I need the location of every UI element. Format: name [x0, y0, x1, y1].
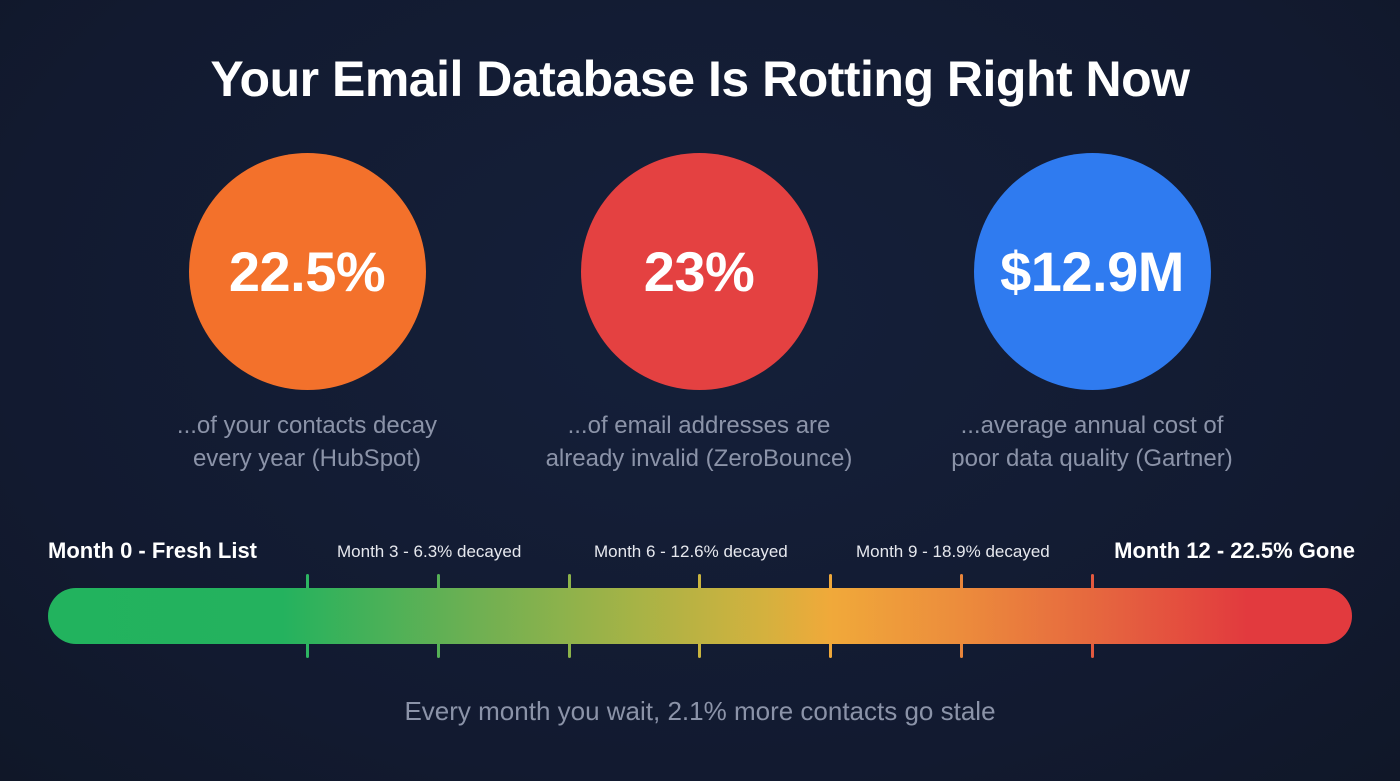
timeline-start-label: Month 0 - Fresh List — [48, 538, 257, 563]
stat-caption: ...of email addresses are already invali… — [519, 409, 879, 475]
timeline-end-label: Month 12 - 22.5% Gone — [1114, 538, 1355, 563]
caption-line: every year (HubSpot) — [192, 445, 422, 472]
timeline-milestone-label: Month 3 - 6.3% decayed — [337, 542, 522, 561]
stat-value: 22.5% — [228, 240, 386, 303]
stat-circle-orange: 22.5% — [188, 153, 426, 390]
stat-caption: ...of your contacts decay every year (Hu… — [127, 409, 487, 475]
stat-annual-cost: $12.9M ...average annual cost of poor da… — [912, 153, 1272, 475]
caption-line: ...average annual cost of — [960, 412, 1224, 439]
page-title: Your Email Database Is Rotting Right Now — [210, 51, 1190, 107]
stat-caption: ...average annual cost of poor data qual… — [912, 409, 1272, 475]
caption-line: already invalid (ZeroBounce) — [545, 445, 853, 472]
decay-gradient-bar — [48, 588, 1352, 644]
timeline-labels: Month 0 - Fresh List Month 3 - 6.3% deca… — [0, 536, 1400, 566]
timeline-milestone-label: Month 6 - 12.6% decayed — [594, 542, 788, 561]
caption-line: ...of your contacts decay — [176, 412, 438, 439]
stat-circle-blue: $12.9M — [973, 153, 1211, 390]
caption-line: poor data quality (Gartner) — [951, 445, 1233, 472]
stat-invalid-emails: 23% ...of email addresses are already in… — [519, 153, 879, 475]
stat-value: $12.9M — [1000, 240, 1184, 303]
caption-line: ...of email addresses are — [567, 412, 831, 439]
timeline-milestone-label: Month 9 - 18.9% decayed — [856, 542, 1050, 561]
stat-contacts-decay: 22.5% ...of your contacts decay every ye… — [127, 153, 487, 475]
stat-value: 23% — [643, 240, 755, 303]
stat-circle-red: 23% — [580, 153, 818, 390]
footer-note: Every month you wait, 2.1% more contacts… — [404, 696, 996, 726]
